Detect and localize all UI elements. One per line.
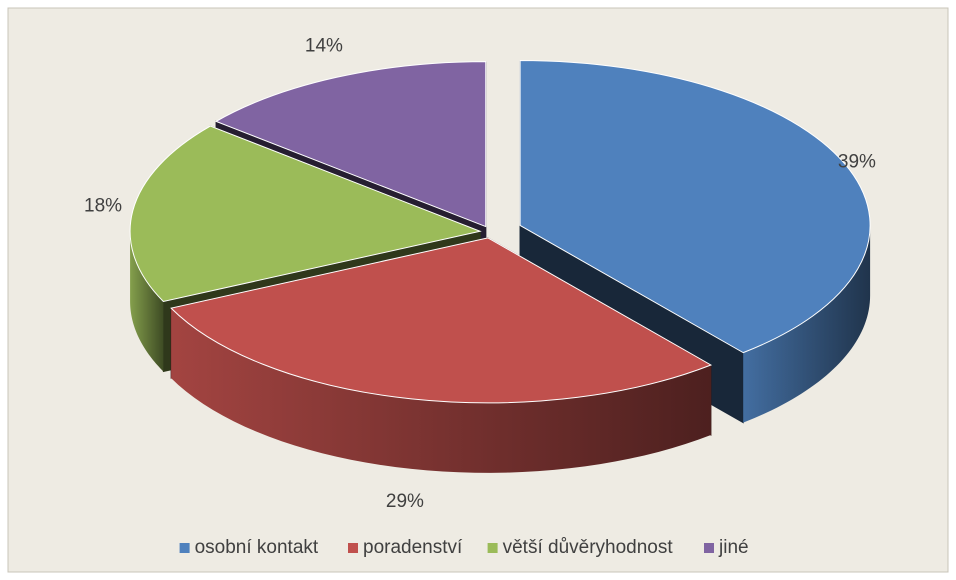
data-label: 39% [838, 152, 876, 173]
legend-label: poradenství [363, 537, 463, 558]
legend-swatch [179, 543, 190, 553]
legend-swatch [704, 543, 714, 553]
data-label: 18% [84, 195, 122, 216]
slice-side [130, 231, 164, 372]
slice [129, 125, 482, 303]
legend-label: osobní kontakt [195, 537, 319, 558]
slice [170, 237, 713, 404]
slice-side [171, 308, 711, 473]
legend-label: větší důvěryhodnost [503, 537, 674, 558]
slice-side [743, 225, 871, 423]
slice [214, 61, 487, 228]
legend-swatch [487, 543, 498, 553]
legend-swatch [348, 543, 358, 553]
data-label: 29% [386, 491, 424, 512]
slice [519, 59, 871, 354]
legend-label: jiné [718, 537, 749, 558]
data-label: 14% [305, 36, 343, 57]
